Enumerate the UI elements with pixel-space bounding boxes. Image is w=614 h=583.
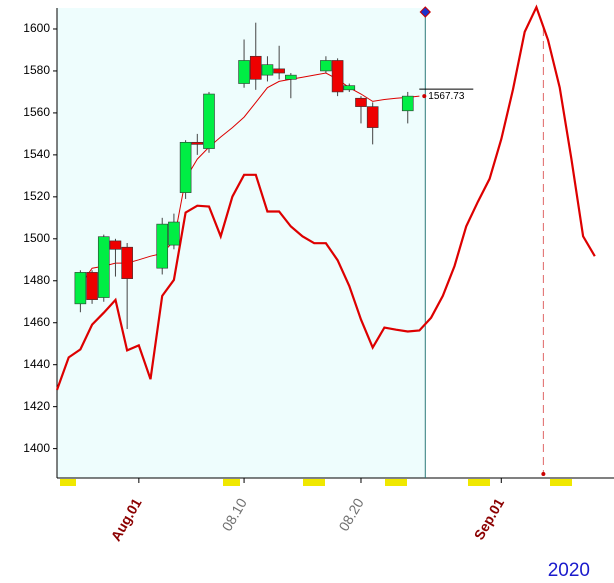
divider-marker <box>419 6 431 18</box>
marker-dot <box>541 472 546 476</box>
y-tick-label: 1500 <box>23 231 50 245</box>
candle-body <box>121 246 133 279</box>
line-series <box>79 72 420 286</box>
y-tick-label: 1420 <box>23 399 50 413</box>
weekend-marker <box>468 479 490 486</box>
candle-body <box>86 272 98 300</box>
line-series <box>55 4 596 391</box>
y-tick-label: 1580 <box>23 63 50 77</box>
candle-body <box>156 223 169 269</box>
y-tick-label: 1600 <box>23 21 50 35</box>
y-tick-label: 1540 <box>23 147 50 161</box>
candle-body <box>168 221 180 246</box>
y-tick-label: 1480 <box>23 273 50 287</box>
candle-body <box>191 141 204 145</box>
weekend-marker <box>303 479 325 486</box>
weekend-marker <box>223 479 240 486</box>
candle-body <box>109 240 122 250</box>
candle-body <box>74 272 87 305</box>
candle-body <box>97 236 110 298</box>
candle-body <box>285 74 297 80</box>
candle-body <box>261 64 274 76</box>
weekend-marker <box>385 479 407 486</box>
candle-body <box>238 60 250 84</box>
price-dot <box>422 94 427 99</box>
candle-body <box>366 106 379 128</box>
y-tick-label: 1440 <box>23 357 50 371</box>
y-tick-label: 1460 <box>23 315 50 329</box>
candle-body <box>203 93 215 149</box>
y-tick-label: 1560 <box>23 105 50 119</box>
y-tick-label: 1520 <box>23 189 50 203</box>
candle-body <box>401 95 414 112</box>
candle-body <box>331 60 344 93</box>
candle-body <box>179 141 192 193</box>
year-label: 2020 <box>548 560 590 581</box>
weekend-marker <box>60 479 76 486</box>
weekend-marker <box>550 479 572 486</box>
candle-body <box>249 55 262 80</box>
y-tick-label: 1400 <box>23 441 50 455</box>
candle-body <box>343 85 356 91</box>
candle-body <box>273 68 285 74</box>
candle-body <box>320 60 332 72</box>
price-label: 1567.73 <box>428 91 465 102</box>
weekend-markers <box>60 479 572 486</box>
candle-body <box>355 97 367 107</box>
